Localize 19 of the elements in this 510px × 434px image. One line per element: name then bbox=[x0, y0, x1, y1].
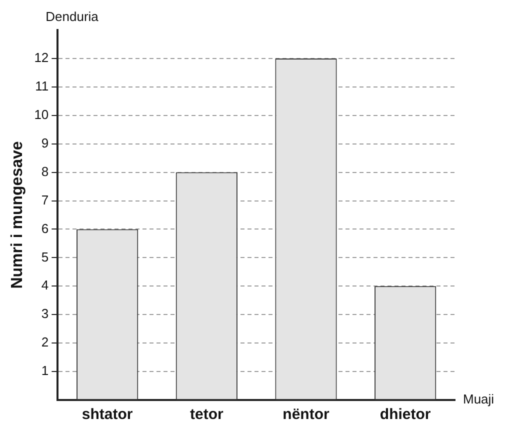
y-tick-label: 7 bbox=[41, 192, 49, 208]
y-tick-label: 2 bbox=[41, 334, 49, 350]
y-tick-label: 6 bbox=[41, 220, 49, 236]
x-tick-label: tetor bbox=[190, 406, 224, 424]
y-tick-label: 8 bbox=[41, 164, 49, 179]
text: Denduria bbox=[46, 9, 100, 24]
x-tick-label: nëntor bbox=[282, 406, 330, 424]
x-tick-label: dhietor bbox=[380, 406, 431, 424]
x-axis-title: Muaji bbox=[463, 392, 494, 407]
y-tick-label: 11 bbox=[35, 78, 49, 94]
y-tick-label: 9 bbox=[41, 135, 49, 150]
y-tick-label: 4 bbox=[41, 278, 49, 293]
x-tick-label: shtator bbox=[82, 406, 133, 424]
y-tick-label: 10 bbox=[34, 106, 49, 122]
y-tick-label: 12 bbox=[34, 50, 49, 66]
y-axis-title: Numri i mungesave bbox=[9, 141, 26, 289]
y-tick-label: 5 bbox=[41, 249, 49, 264]
y-tick-label: 3 bbox=[41, 306, 49, 322]
y-tick-label: 1 bbox=[41, 363, 49, 378]
